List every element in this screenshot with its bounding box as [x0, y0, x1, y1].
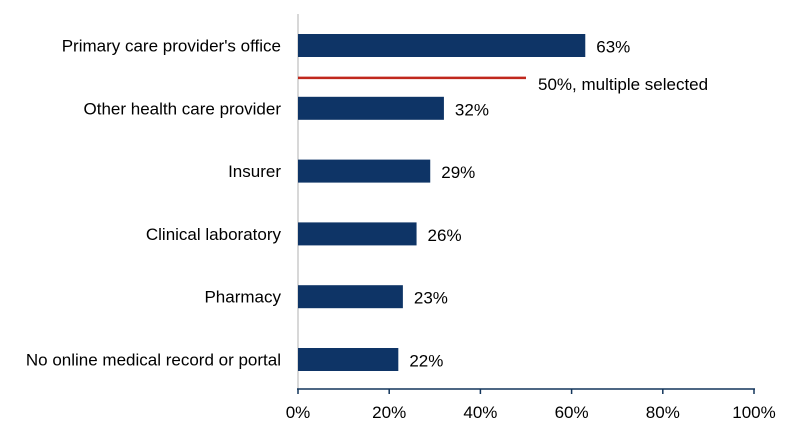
bar: [298, 159, 431, 183]
category-label: Clinical laboratory: [146, 225, 282, 244]
bar: [298, 348, 399, 371]
bar: [298, 34, 586, 57]
category-label: No online medical record or portal: [26, 351, 281, 370]
bar: [298, 285, 403, 309]
x-tick-label: 60%: [555, 403, 589, 422]
data-label: 32%: [455, 100, 489, 119]
x-tick-label: 0%: [286, 403, 311, 422]
data-label: 23%: [414, 289, 448, 308]
x-tick-label: 80%: [646, 403, 680, 422]
data-label: 26%: [428, 226, 462, 245]
reference-line-label: 50%, multiple selected: [538, 75, 708, 94]
category-label: Primary care provider's office: [62, 37, 281, 56]
x-tick-label: 20%: [372, 403, 406, 422]
bar: [298, 96, 444, 120]
data-label: 22%: [409, 352, 443, 371]
x-tick-label: 100%: [732, 403, 775, 422]
bar: [298, 222, 417, 246]
category-label: Insurer: [228, 162, 281, 181]
category-label: Pharmacy: [204, 288, 281, 307]
category-label: Other health care provider: [84, 99, 282, 118]
data-label: 29%: [441, 163, 475, 182]
data-label: 63%: [596, 38, 630, 57]
x-tick-label: 40%: [463, 403, 497, 422]
